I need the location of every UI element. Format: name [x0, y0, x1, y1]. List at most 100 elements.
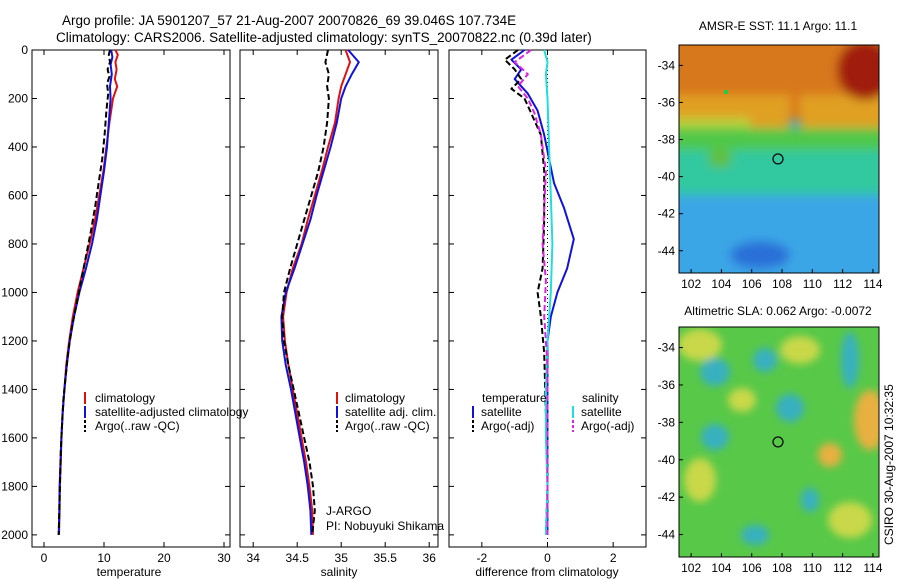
- sst-map-frame: [678, 44, 880, 274]
- x-tick-label: 34: [247, 551, 261, 565]
- sst-map-panel: AMSR-E SST: 11.1 Argo: 11.1 102 104 106 1: [658, 19, 883, 291]
- temperature-xlabel: temperature: [97, 565, 162, 579]
- map-y-tick-label: -38: [658, 415, 676, 429]
- map-x-tick-label: 112: [833, 561, 852, 575]
- sla-yellow-1: [679, 329, 722, 361]
- sst-field-cold-spot: [730, 241, 790, 269]
- map-x-tick-label: 110: [803, 561, 822, 575]
- sla-map-frame: [678, 326, 880, 558]
- y-tick-label: 1400: [1, 382, 28, 396]
- sst-field-hot-spot: [837, 45, 879, 100]
- x-tick-label: 2: [610, 551, 617, 565]
- legend-label-argo: Argo(..raw -QC): [345, 419, 430, 433]
- sla-yellow-4: [828, 502, 872, 538]
- temperature-axes-frame: [31, 49, 231, 548]
- map-y-tick-label: -40: [658, 170, 676, 184]
- series-line-satellite-adj-clim: [280, 49, 360, 535]
- map-x-tick-label: 110: [803, 277, 822, 291]
- map-y-tick-label: -42: [658, 490, 676, 504]
- y-tick-label: 1800: [1, 479, 28, 493]
- legend-label-satellite-adj: satellite adj. clim.: [345, 405, 436, 419]
- sla-cyan-3: [776, 394, 804, 422]
- sst-map-title: AMSR-E SST: 11.1 Argo: 11.1: [699, 19, 858, 33]
- legend-label-sal-argo: Argo(-adj): [581, 419, 634, 433]
- figure-title-line1: Argo profile: JA 5901207_57 21-Aug-2007 …: [62, 13, 516, 28]
- difference-panel: -2 0 2 difference from climatology tempera…: [448, 49, 647, 579]
- map-x-tick-label: 112: [833, 277, 852, 291]
- y-tick-label: 2000: [1, 528, 28, 542]
- sst-heatmap: [679, 45, 879, 273]
- y-tick-label: 1600: [1, 431, 28, 445]
- sla-orange-2: [818, 443, 842, 467]
- map-x-tick-label: 102: [681, 277, 701, 291]
- sla-yellow-5: [684, 458, 716, 502]
- sla-map-title: Altimetric SLA: 0.062 Argo: -0.0072: [684, 304, 872, 318]
- y-tick-label: 400: [8, 140, 28, 154]
- legend-header-temperature: temperature: [482, 391, 547, 405]
- figure-title-line2: Climatology: CARS2006. Satellite-adjuste…: [56, 30, 592, 45]
- sla-cyan-7: [741, 525, 769, 545]
- map-y-tick-label: -40: [658, 453, 676, 467]
- sst-field-teal-band: [679, 150, 879, 195]
- x-tick-label: 36: [423, 551, 437, 565]
- x-tick-label: 0: [41, 551, 48, 565]
- map-x-tick-label: 108: [772, 277, 792, 291]
- map-x-tick-label: 106: [742, 277, 762, 291]
- sla-heatmap: [679, 327, 879, 557]
- series-line-climatology: [282, 49, 351, 535]
- sla-map-panel: Altimetric SLA: 0.062 Argo: -0.0072: [658, 304, 883, 575]
- series-line-salinity-satellite: [543, 49, 554, 535]
- sst-field-cool-band: [679, 195, 879, 273]
- sst-green-dot: [724, 90, 728, 94]
- sst-argo-marker: [772, 153, 784, 165]
- sla-cyan-4: [701, 424, 729, 450]
- legend-label-climatology: climatology: [95, 391, 155, 405]
- sla-yellow-3: [780, 336, 820, 364]
- x-tick-label: 35.5: [374, 551, 398, 565]
- x-tick-label: 30: [217, 551, 231, 565]
- legend-label-temp-argo: Argo(-adj): [481, 419, 534, 433]
- map-y-tick-label: -42: [658, 207, 676, 221]
- salinity-panel: 34 34.5 35 35.5 36 salinity climatology sate…: [239, 49, 444, 579]
- map-x-tick-label: 108: [772, 561, 792, 575]
- map-x-tick-label: 106: [742, 561, 762, 575]
- temperature-legend: climatology satellite-adjusted climatolo…: [84, 391, 248, 433]
- salinity-legend: climatology satellite adj. clim. Argo(..…: [336, 391, 436, 433]
- side-timestamp: CSIRO 30-Aug-2007 10:32:35: [882, 384, 896, 545]
- difference-xlabel: difference from climatology: [475, 565, 618, 579]
- map-x-tick-label: 104: [711, 561, 731, 575]
- x-tick-label: 0: [544, 551, 551, 565]
- sla-heatmap-field: [679, 329, 879, 545]
- y-tick-label: 200: [8, 91, 28, 105]
- sla-cyan-1: [700, 358, 730, 386]
- x-tick-label: 34.5: [286, 551, 310, 565]
- legend-label-sal-satellite: satellite: [581, 405, 622, 419]
- salinity-axes-frame: [239, 49, 439, 548]
- x-tick-label: -2: [476, 551, 487, 565]
- sst-heatmap-field: [679, 45, 879, 273]
- map-y-tick-label: -36: [658, 95, 676, 109]
- x-tick-label: 35: [335, 551, 349, 565]
- legend-header-salinity: salinity: [582, 391, 619, 405]
- x-tick-label: 10: [97, 551, 111, 565]
- salinity-xlabel: salinity: [321, 565, 358, 579]
- series-line-argo-raw-qc: [57, 49, 111, 535]
- series-line-salinity-argo-adj: [513, 49, 549, 535]
- temperature-panel: 0 10 20 30 0 200 400 600 800 1000 1200 1400 1600 1800…: [1, 43, 248, 579]
- map-y-tick-label: -44: [658, 244, 676, 258]
- sla-cyan-2: [753, 348, 777, 372]
- map-y-tick-label: -44: [658, 528, 676, 542]
- y-tick-label: 1000: [1, 285, 28, 299]
- sla-cyan-6: [801, 488, 819, 512]
- map-y-tick-label: -38: [658, 133, 676, 147]
- map-x-tick-label: 104: [711, 277, 731, 291]
- map-x-tick-label: 102: [681, 561, 701, 575]
- series-line-argo-raw-qc: [281, 49, 330, 536]
- y-tick-label: 0: [21, 43, 28, 57]
- map-y-tick-label: -36: [658, 378, 676, 392]
- credit-line2: PI: Nobuyuki Shikama: [326, 519, 444, 533]
- legend-label-climatology: climatology: [345, 391, 405, 405]
- legend-label-satellite-adjusted: satellite-adjusted climatology: [95, 405, 248, 419]
- sla-argo-marker: [772, 436, 784, 448]
